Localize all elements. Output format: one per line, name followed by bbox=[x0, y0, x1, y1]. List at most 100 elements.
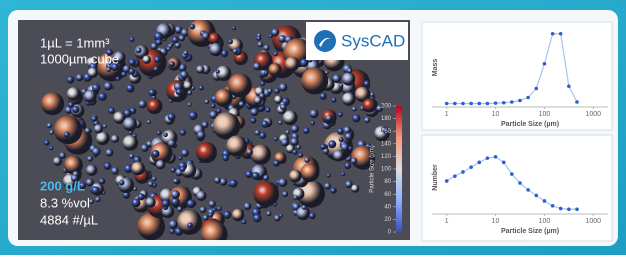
data-point bbox=[518, 181, 522, 185]
particle bbox=[289, 170, 302, 183]
x-tick-label: 1 bbox=[445, 111, 449, 118]
particle bbox=[347, 68, 352, 73]
particle bbox=[137, 193, 144, 200]
particle bbox=[344, 126, 352, 134]
particle bbox=[259, 93, 265, 99]
colorbar-tick-label: 180 bbox=[381, 116, 392, 122]
data-point bbox=[534, 194, 538, 198]
particle bbox=[370, 92, 374, 96]
particle bbox=[226, 135, 247, 156]
data-point bbox=[510, 100, 514, 104]
particle bbox=[246, 149, 253, 156]
particle bbox=[84, 90, 97, 103]
colorbar-tick-label: 140 bbox=[381, 141, 392, 147]
particle bbox=[76, 74, 83, 81]
particle bbox=[197, 131, 206, 140]
particle bbox=[106, 67, 111, 72]
particle bbox=[280, 104, 287, 111]
particle bbox=[338, 112, 343, 117]
particle bbox=[189, 111, 198, 120]
particle bbox=[187, 90, 192, 95]
particle bbox=[119, 180, 124, 185]
data-point bbox=[551, 32, 555, 36]
particle bbox=[253, 214, 261, 222]
particle bbox=[91, 116, 97, 122]
data-point bbox=[543, 62, 547, 66]
particle bbox=[232, 26, 236, 30]
particle bbox=[123, 135, 139, 151]
data-point bbox=[526, 96, 530, 100]
data-point bbox=[551, 204, 555, 208]
particle bbox=[167, 47, 171, 51]
particle bbox=[278, 178, 287, 187]
data-point bbox=[486, 156, 490, 160]
particle bbox=[196, 65, 204, 73]
particle bbox=[344, 162, 351, 169]
particle bbox=[298, 153, 303, 158]
particle bbox=[105, 149, 113, 157]
particle bbox=[310, 109, 319, 118]
particle bbox=[209, 43, 222, 56]
particle bbox=[53, 157, 62, 166]
volume-text: 1µL = 1mm³ bbox=[40, 35, 110, 50]
particle bbox=[187, 199, 196, 208]
particle bbox=[300, 163, 319, 182]
particle bbox=[304, 157, 310, 163]
particle bbox=[123, 109, 131, 117]
concentration-text: 200 g/L bbox=[40, 178, 85, 193]
particle bbox=[163, 132, 168, 137]
particle bbox=[94, 124, 103, 133]
particle bbox=[282, 191, 288, 197]
particle bbox=[49, 146, 53, 150]
particle bbox=[68, 102, 74, 108]
data-point bbox=[559, 207, 563, 211]
particle bbox=[177, 210, 202, 235]
particle bbox=[267, 88, 272, 93]
particle bbox=[64, 156, 83, 175]
particle bbox=[293, 195, 298, 200]
particle bbox=[217, 206, 222, 211]
particle bbox=[364, 117, 370, 123]
particle bbox=[328, 140, 336, 148]
colorbar-tick-label: 60 bbox=[384, 192, 391, 198]
particle bbox=[326, 115, 333, 122]
particle bbox=[92, 186, 100, 194]
particle bbox=[265, 107, 270, 112]
data-point bbox=[502, 161, 506, 165]
data-point bbox=[502, 101, 506, 105]
particle bbox=[64, 132, 70, 138]
data-point bbox=[453, 174, 457, 178]
particle bbox=[259, 132, 266, 139]
particle bbox=[279, 214, 283, 218]
particle bbox=[162, 199, 170, 207]
particle bbox=[111, 167, 119, 175]
particle bbox=[266, 211, 271, 216]
data-point bbox=[510, 172, 514, 176]
particle bbox=[139, 100, 147, 108]
particle bbox=[205, 99, 210, 104]
particle bbox=[156, 39, 163, 46]
particle bbox=[86, 178, 94, 186]
particle bbox=[169, 61, 175, 67]
particle bbox=[257, 41, 263, 47]
particle bbox=[339, 83, 343, 87]
particle bbox=[72, 106, 79, 113]
particle bbox=[208, 212, 213, 217]
particle bbox=[92, 147, 101, 156]
particle bbox=[324, 183, 331, 190]
particle bbox=[263, 175, 269, 181]
particle bbox=[187, 222, 193, 228]
particle bbox=[136, 47, 142, 53]
particle bbox=[202, 32, 210, 40]
particle bbox=[244, 203, 252, 211]
particle bbox=[86, 165, 97, 176]
particle bbox=[154, 56, 161, 63]
particle bbox=[148, 181, 154, 187]
particle bbox=[129, 59, 136, 66]
data-point bbox=[575, 207, 579, 211]
particle bbox=[345, 133, 353, 141]
particle bbox=[310, 121, 315, 126]
particle bbox=[121, 71, 127, 77]
particle bbox=[95, 197, 100, 202]
particle bbox=[183, 81, 192, 90]
